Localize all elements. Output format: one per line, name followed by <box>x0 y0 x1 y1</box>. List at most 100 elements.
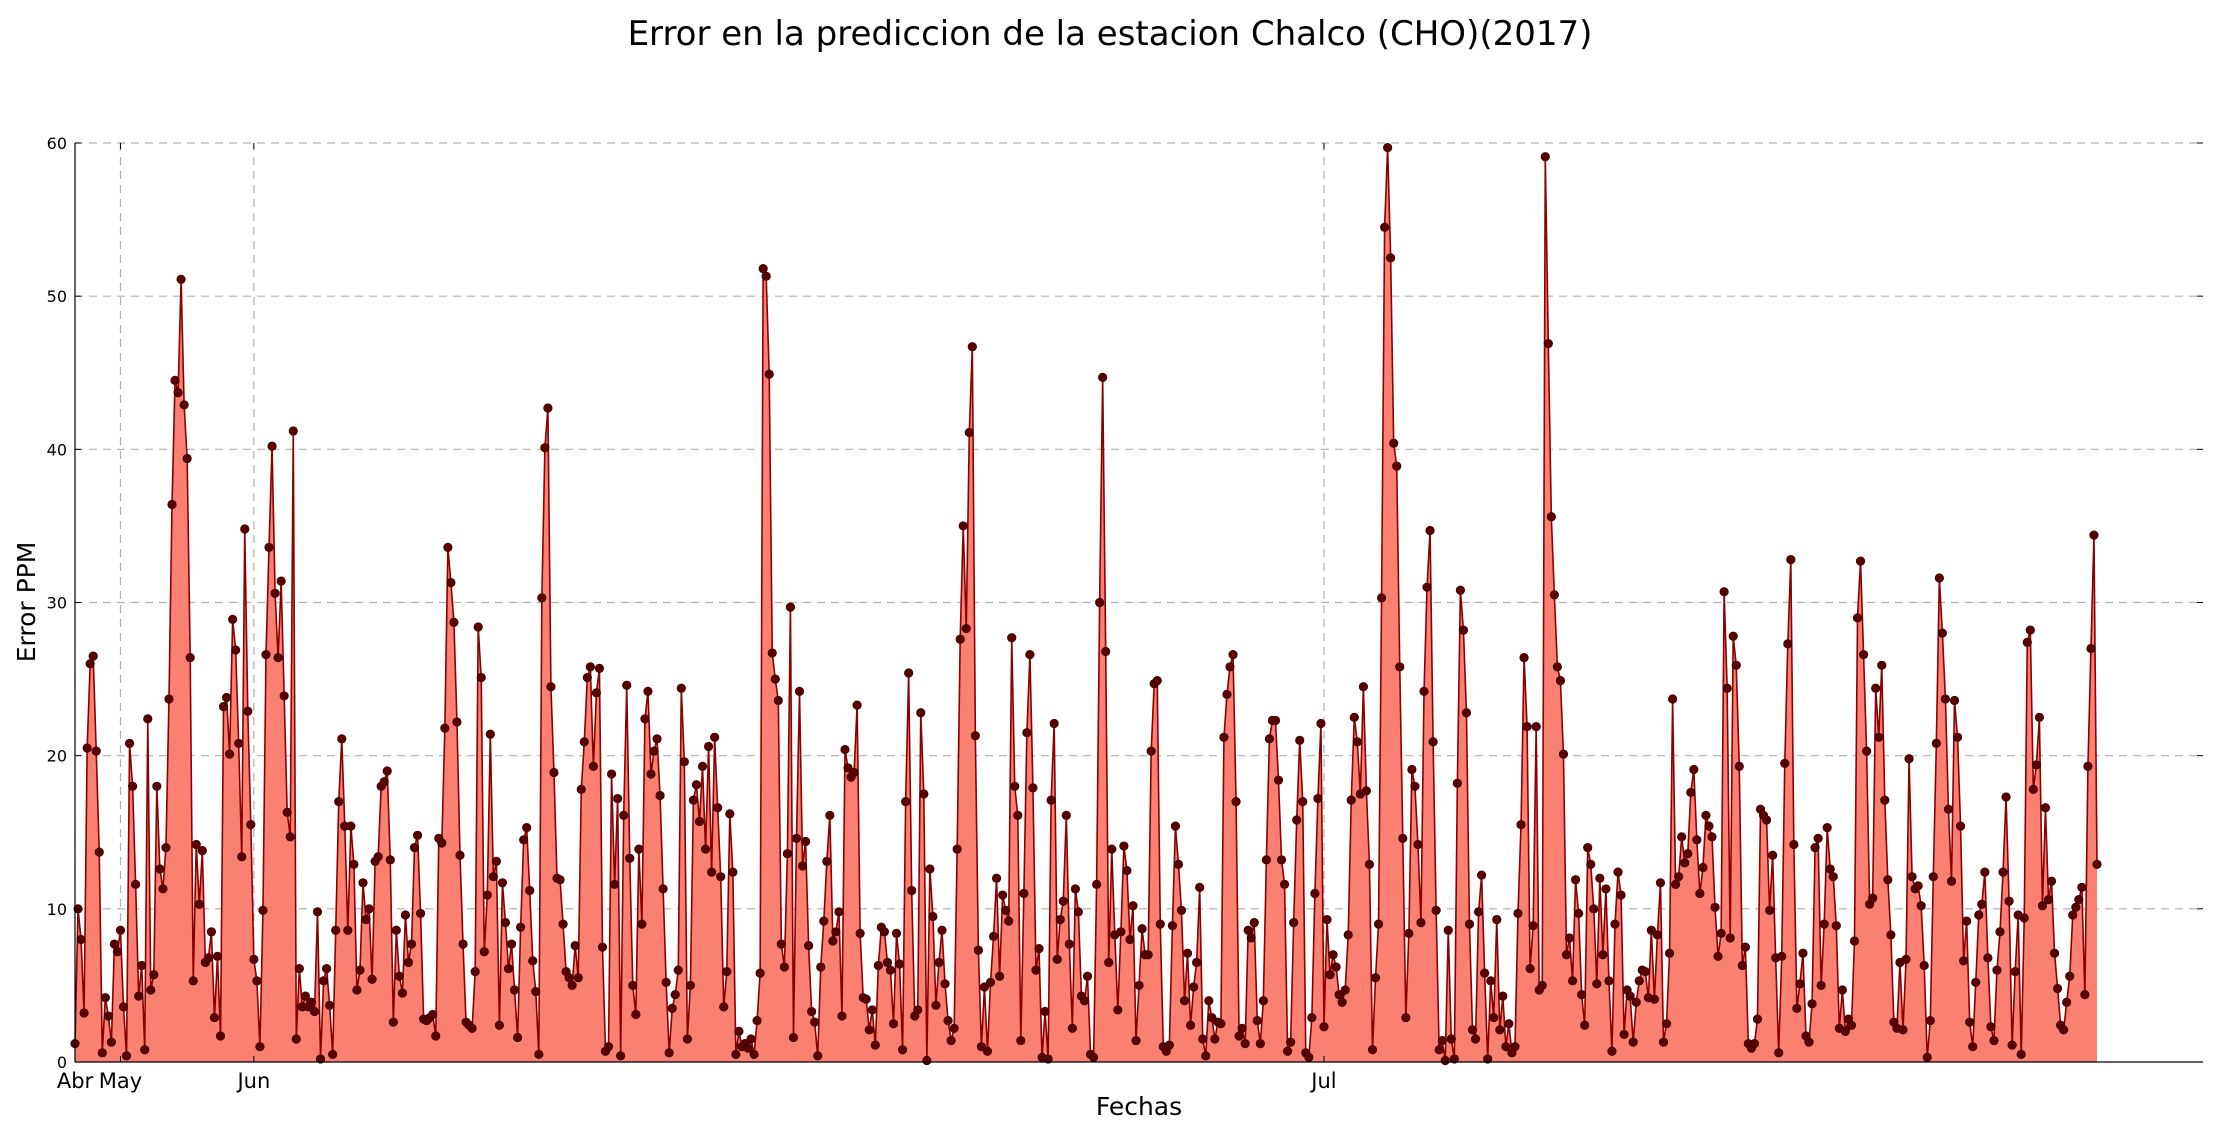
data-point <box>1570 875 1581 885</box>
data-point <box>1216 1019 1226 1029</box>
data-point <box>1931 738 1941 749</box>
data-point <box>1495 1025 1505 1035</box>
data-point <box>1786 555 1796 565</box>
data-point <box>661 977 671 987</box>
data-point <box>2004 896 2014 906</box>
data-point <box>2031 760 2041 770</box>
data-point <box>485 729 495 739</box>
data-point <box>446 577 456 588</box>
data-point <box>643 686 653 696</box>
data-point <box>1925 1016 1935 1026</box>
data-point <box>694 816 705 827</box>
data-point <box>901 797 911 807</box>
data-point <box>1919 960 1929 971</box>
data-point <box>1658 1037 1669 1047</box>
data-point <box>1446 1034 1456 1044</box>
data-point <box>1240 1039 1250 1049</box>
data-point <box>400 910 411 920</box>
data-point <box>1689 764 1699 775</box>
data-point <box>555 875 565 885</box>
data-point <box>1698 862 1708 873</box>
data-point <box>212 951 223 961</box>
data-point <box>549 767 559 778</box>
data-point <box>1625 991 1635 1001</box>
data-point <box>1292 815 1302 825</box>
data-point <box>1489 1012 1499 1023</box>
data-point <box>679 757 689 767</box>
data-point <box>1222 689 1232 700</box>
data-point <box>1959 956 1969 966</box>
data-point <box>1610 919 1620 929</box>
data-point <box>1886 930 1896 940</box>
data-point <box>946 1035 956 1046</box>
data-point <box>676 683 686 693</box>
data-point <box>458 939 468 949</box>
data-point <box>494 1020 505 1030</box>
data-point <box>849 767 859 778</box>
data-point <box>246 819 256 830</box>
data-point <box>1425 525 1435 536</box>
data-point <box>591 688 602 698</box>
data-point <box>852 700 862 710</box>
data-point <box>100 993 110 1003</box>
data-point <box>531 986 541 997</box>
data-point <box>118 1002 129 1012</box>
data-point <box>1313 793 1323 804</box>
data-point <box>622 680 632 690</box>
data-point <box>1937 628 1947 638</box>
data-point <box>1583 842 1593 853</box>
data-point <box>870 1040 880 1050</box>
data-point <box>985 977 996 987</box>
data-point <box>1119 841 1129 851</box>
y-tick-label: 10 <box>47 900 67 919</box>
data-point <box>1467 1025 1478 1035</box>
data-point <box>352 985 362 995</box>
data-point <box>1389 438 1399 448</box>
data-point <box>82 743 92 753</box>
data-point <box>1358 682 1368 692</box>
data-point <box>1780 758 1790 768</box>
data-point <box>1473 907 1484 917</box>
data-point <box>1855 556 1866 566</box>
data-point <box>828 936 838 946</box>
data-point <box>331 925 341 935</box>
data-point <box>1261 855 1271 865</box>
data-point <box>713 803 723 813</box>
data-point <box>1913 881 1923 891</box>
data-point <box>837 1011 847 1021</box>
data-point <box>1228 649 1238 660</box>
data-point <box>573 973 583 983</box>
data-point <box>649 746 659 756</box>
data-point <box>543 403 553 413</box>
data-point <box>1270 715 1281 726</box>
data-point <box>1198 1034 1208 1044</box>
data-point <box>2025 625 2035 635</box>
data-point <box>1022 728 1032 738</box>
data-point <box>1470 1034 1481 1044</box>
data-point <box>1877 660 1887 670</box>
data-point <box>1492 914 1502 925</box>
data-point <box>1225 662 1235 672</box>
data-point <box>843 763 853 773</box>
data-point <box>124 738 135 749</box>
data-point <box>1401 1012 1411 1023</box>
data-point <box>164 694 174 704</box>
data-point <box>1765 905 1775 915</box>
data-point <box>1146 746 1156 756</box>
data-point <box>1707 832 1717 842</box>
data-point <box>579 737 589 747</box>
data-point <box>958 521 968 531</box>
data-point <box>907 885 917 896</box>
data-point <box>1079 996 1090 1006</box>
data-point <box>1701 810 1711 821</box>
data-point <box>1795 979 1805 989</box>
data-point <box>722 967 732 977</box>
data-point <box>567 980 577 991</box>
data-point <box>1373 919 1384 929</box>
data-point <box>1849 936 1860 946</box>
data-point <box>1567 976 1578 986</box>
data-point <box>749 1049 759 1059</box>
data-point <box>1125 934 1135 945</box>
data-point <box>361 914 371 925</box>
data-point <box>1580 1020 1590 1030</box>
